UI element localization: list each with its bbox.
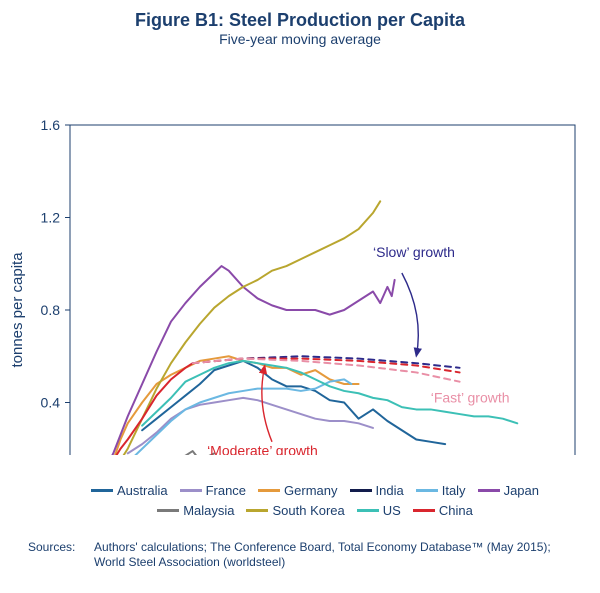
svg-text:0.8: 0.8 — [41, 302, 61, 318]
legend-item-india: India — [350, 483, 404, 498]
legend-swatch — [416, 489, 438, 492]
legend-item-south-korea: South Korea — [246, 503, 344, 518]
legend-swatch — [157, 509, 179, 512]
sources: Sources: Authors' calculations; The Conf… — [28, 540, 583, 570]
legend: Australia France Germany India Italy Japan Mal… — [60, 480, 570, 520]
sources-label: Sources: — [28, 540, 94, 570]
legend-swatch — [478, 489, 500, 492]
series-australia — [142, 361, 445, 444]
annotation-moderate: ‘Moderate’ growth — [207, 443, 318, 455]
legend-label: India — [376, 483, 404, 498]
legend-swatch — [180, 489, 202, 492]
legend-item-china: China — [413, 503, 473, 518]
legend-swatch — [246, 509, 268, 512]
legend-label: Australia — [117, 483, 168, 498]
legend-item-france: France — [180, 483, 246, 498]
annotation-slow: ‘Slow’ growth — [373, 244, 455, 260]
legend-swatch — [357, 509, 379, 512]
legend-item-germany: Germany — [258, 483, 337, 498]
legend-swatch — [91, 489, 113, 492]
svg-text:0.4: 0.4 — [41, 395, 61, 411]
legend-swatch — [350, 489, 372, 492]
series-china — [77, 363, 192, 455]
series-south-korea — [92, 201, 381, 455]
legend-label: Italy — [442, 483, 466, 498]
sources-text: Authors' calculations; The Conference Bo… — [94, 540, 583, 570]
legend-swatch — [413, 509, 435, 512]
legend-label: US — [383, 503, 401, 518]
legend-item-us: US — [357, 503, 401, 518]
annotation-arrow-slow — [402, 273, 418, 356]
chart-plot: 00.40.81.21.605101520253035GDP per capit… — [0, 55, 600, 455]
svg-text:tonnes per capita: tonnes per capita — [9, 252, 26, 368]
scenario-moderate — [193, 359, 460, 373]
chart-subtitle: Five-year moving average — [0, 31, 600, 47]
legend-item-italy: Italy — [416, 483, 466, 498]
legend-label: France — [206, 483, 246, 498]
legend-item-australia: Australia — [91, 483, 168, 498]
svg-text:1.2: 1.2 — [41, 210, 61, 226]
legend-label: Germany — [284, 483, 337, 498]
legend-label: China — [439, 503, 473, 518]
legend-item-malaysia: Malaysia — [157, 503, 234, 518]
annotation-fast: ‘Fast’ growth — [431, 390, 510, 406]
legend-item-japan: Japan — [478, 483, 539, 498]
chart-title: Figure B1: Steel Production per Capita — [0, 0, 600, 31]
legend-label: South Korea — [272, 503, 344, 518]
legend-swatch — [258, 489, 280, 492]
legend-label: Malaysia — [183, 503, 234, 518]
legend-label: Japan — [504, 483, 539, 498]
svg-text:1.6: 1.6 — [41, 117, 61, 133]
